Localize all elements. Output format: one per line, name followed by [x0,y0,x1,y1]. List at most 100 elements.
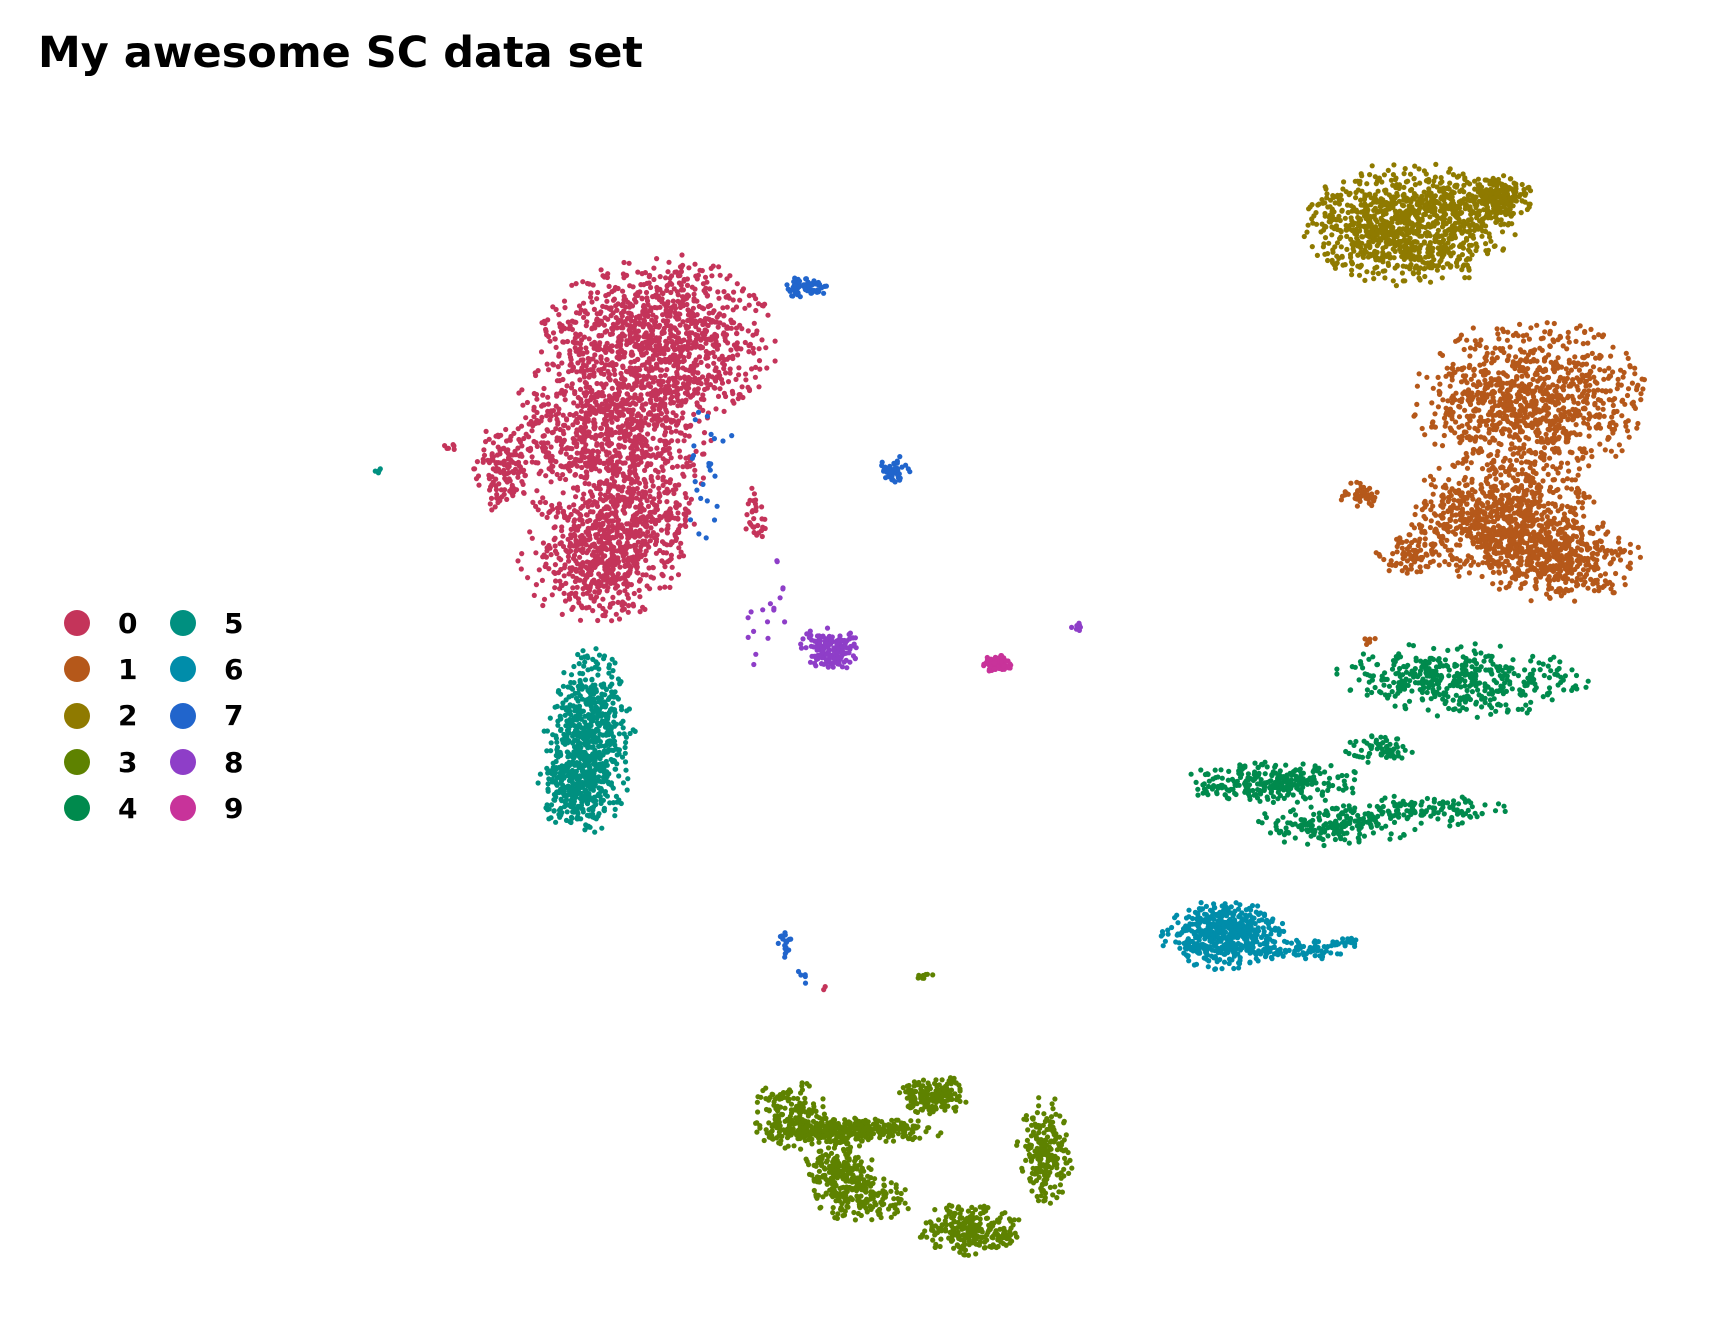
point-cluster-0 [635,328,642,334]
point-cluster-0 [579,569,586,575]
point-cluster-1 [1558,460,1564,466]
point-cluster-0 [632,479,638,485]
point-cluster-0 [552,543,558,549]
point-cluster-0 [631,590,637,597]
point-cluster-0 [577,554,583,560]
point-cluster-1 [1443,526,1449,532]
point-cluster-0 [666,335,672,341]
point-cluster-1 [1472,346,1478,352]
point-cluster-0 [594,503,600,509]
point-cluster-0 [580,279,586,285]
point-cluster-0 [752,374,759,380]
point-cluster-0 [640,308,646,314]
point-cluster-0 [620,460,626,466]
point-cluster-0 [538,468,544,474]
point-cluster-1 [1600,400,1606,406]
point-cluster-0 [676,448,683,454]
point-cluster-0 [715,324,721,330]
point-cluster-1 [1513,411,1519,417]
point-cluster-1 [1486,493,1492,499]
point-cluster-0 [610,594,616,601]
point-cluster-0 [617,564,623,570]
point-cluster-0 [557,378,563,384]
point-cluster-0 [640,572,646,578]
point-cluster-0 [644,345,650,351]
point-cluster-1 [1564,485,1570,491]
point-cluster-1 [1479,573,1485,580]
point-cluster-0 [642,467,648,473]
point-cluster-0 [682,432,688,438]
point-cluster-0 [562,305,568,311]
point-cluster-0 [667,542,674,548]
point-cluster-0 [521,490,527,496]
point-cluster-0 [701,306,707,312]
point-cluster-0 [634,485,640,492]
point-cluster-0 [750,498,756,504]
point-cluster-1 [1457,404,1463,410]
point-cluster-0 [554,551,560,557]
point-cluster-0 [562,598,569,604]
point-cluster-0 [537,499,543,505]
point-cluster-1 [1439,541,1445,547]
point-cluster-0 [681,511,687,517]
point-cluster-0 [617,576,623,582]
point-cluster-1 [1551,526,1557,532]
point-cluster-1 [1590,364,1597,370]
point-cluster-0 [709,317,715,324]
point-cluster-0 [657,389,664,395]
point-cluster-1 [1471,408,1477,414]
point-cluster-0 [586,572,592,578]
point-cluster-1 [1528,460,1534,466]
point-cluster-0 [573,348,579,354]
point-cluster-0 [701,440,707,446]
point-cluster-0 [626,603,632,609]
point-cluster-0 [663,321,669,327]
point-cluster-0 [669,394,675,400]
point-cluster-1 [1571,413,1578,419]
point-cluster-0 [541,442,547,448]
point-cluster-0 [590,460,596,466]
point-cluster-1 [1574,455,1580,461]
point-cluster-1 [1612,396,1618,402]
point-cluster-1 [1624,428,1631,434]
point-cluster-0 [717,372,723,379]
point-cluster-1 [1478,434,1484,440]
point-cluster-1 [1424,374,1430,380]
point-cluster-0 [677,430,683,436]
point-cluster-0 [684,292,691,298]
point-cluster-1 [1453,518,1459,524]
point-cluster-0 [632,559,638,565]
point-cluster-0 [694,312,700,318]
point-cluster-1 [1433,512,1439,518]
point-cluster-1 [1572,477,1578,483]
point-cluster-0 [671,363,677,369]
point-cluster-0 [664,300,671,306]
point-cluster-0 [608,567,614,573]
point-cluster-1 [1432,424,1438,430]
point-cluster-0 [493,487,499,493]
point-cluster-0 [627,402,633,408]
point-cluster-0 [584,500,591,506]
point-cluster-0 [490,440,496,446]
point-cluster-0 [486,436,492,442]
point-cluster-0 [601,577,607,583]
point-cluster-1 [1428,482,1434,488]
point-cluster-0 [700,392,706,398]
point-cluster-0 [509,469,516,475]
point-cluster-0 [490,454,496,460]
point-cluster-0 [681,294,687,300]
point-cluster-0 [657,405,663,411]
point-cluster-0 [520,402,526,408]
point-cluster-1 [1626,434,1632,440]
point-cluster-0 [597,468,603,474]
point-cluster-1 [1496,586,1502,592]
point-cluster-0 [636,334,642,340]
point-cluster-0 [476,482,482,488]
point-cluster-0 [606,403,612,409]
point-cluster-1 [1443,373,1449,379]
point-cluster-0 [710,349,716,356]
point-cluster-0 [586,336,592,342]
point-cluster-0 [667,387,673,393]
point-cluster-0 [601,322,608,328]
point-cluster-0 [687,330,693,336]
